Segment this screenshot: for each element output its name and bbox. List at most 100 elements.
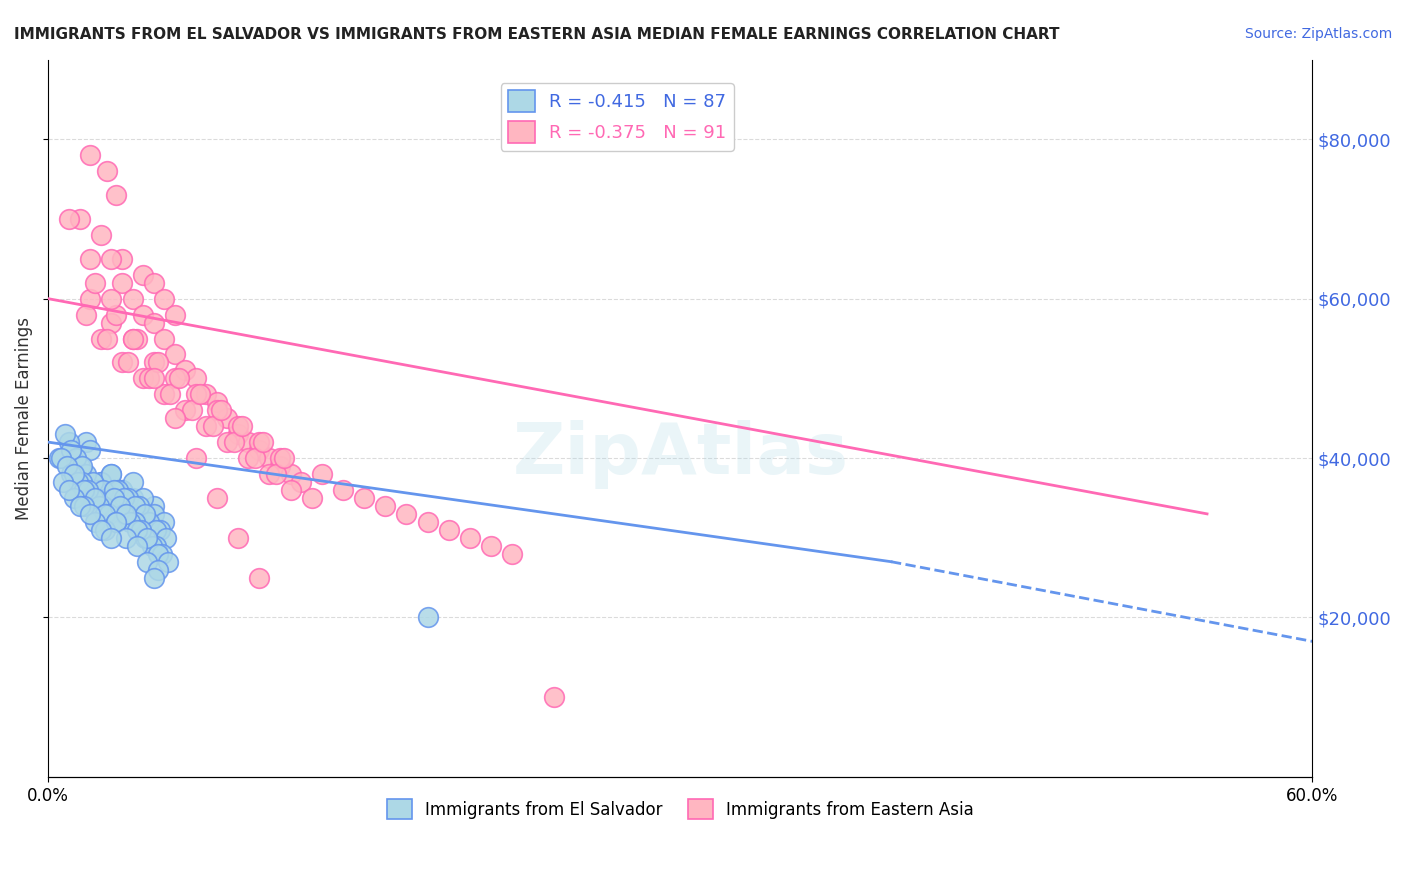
Point <box>58 483 80 497</box>
Point <box>205 403 228 417</box>
Point <box>66 475 89 489</box>
Point <box>180 403 202 417</box>
Point <box>184 387 207 401</box>
Point <box>142 355 165 369</box>
Point <box>259 451 281 466</box>
Point <box>69 212 91 227</box>
Point <box>79 491 101 505</box>
Point <box>115 507 138 521</box>
Point <box>104 188 127 202</box>
Point <box>479 539 502 553</box>
Point <box>125 539 148 553</box>
Point <box>205 395 228 409</box>
Point <box>332 483 354 497</box>
Point <box>132 507 155 521</box>
Point <box>111 252 134 266</box>
Point <box>132 371 155 385</box>
Point <box>62 467 84 481</box>
Point <box>91 483 114 497</box>
Point <box>103 483 125 497</box>
Point <box>128 499 150 513</box>
Point <box>226 531 249 545</box>
Point <box>201 419 224 434</box>
Point <box>136 531 159 545</box>
Point <box>98 507 121 521</box>
Point <box>121 332 143 346</box>
Point <box>163 371 186 385</box>
Point <box>136 555 159 569</box>
Point <box>458 531 481 545</box>
Point <box>62 491 84 505</box>
Point <box>222 435 245 450</box>
Y-axis label: Median Female Earnings: Median Female Earnings <box>15 317 32 520</box>
Point <box>167 371 190 385</box>
Point <box>184 371 207 385</box>
Point <box>138 371 160 385</box>
Point <box>56 458 79 473</box>
Point <box>195 419 218 434</box>
Point <box>69 458 91 473</box>
Point <box>142 371 165 385</box>
Point <box>87 499 110 513</box>
Point <box>115 531 138 545</box>
Point <box>79 148 101 162</box>
Point <box>70 475 93 489</box>
Point <box>209 403 232 417</box>
Point <box>79 252 101 266</box>
Point <box>79 507 101 521</box>
Point <box>132 308 155 322</box>
Point <box>125 332 148 346</box>
Text: ZipAtlas: ZipAtlas <box>512 419 848 489</box>
Point <box>121 292 143 306</box>
Point <box>62 467 84 481</box>
Point <box>543 690 565 705</box>
Point <box>96 164 118 178</box>
Point <box>205 491 228 505</box>
Point <box>146 355 169 369</box>
Point <box>132 268 155 282</box>
Point <box>82 475 104 489</box>
Point <box>90 332 112 346</box>
Point <box>501 547 523 561</box>
Point <box>134 531 156 545</box>
Point <box>104 515 127 529</box>
Point <box>374 499 396 513</box>
Legend: Immigrants from El Salvador, Immigrants from Eastern Asia: Immigrants from El Salvador, Immigrants … <box>380 792 980 826</box>
Point <box>142 499 165 513</box>
Point <box>259 467 281 481</box>
Point <box>163 308 186 322</box>
Point <box>100 292 122 306</box>
Point <box>124 515 146 529</box>
Point <box>104 515 127 529</box>
Point <box>100 252 122 266</box>
Point <box>111 276 134 290</box>
Point <box>112 491 135 505</box>
Point <box>117 491 139 505</box>
Point <box>252 435 274 450</box>
Point <box>100 531 122 545</box>
Point <box>217 411 239 425</box>
Point <box>100 316 122 330</box>
Point <box>96 332 118 346</box>
Point <box>395 507 418 521</box>
Point <box>142 507 165 521</box>
Point <box>174 363 197 377</box>
Point <box>58 212 80 227</box>
Point <box>163 347 186 361</box>
Text: IMMIGRANTS FROM EL SALVADOR VS IMMIGRANTS FROM EASTERN ASIA MEDIAN FEMALE EARNIN: IMMIGRANTS FROM EL SALVADOR VS IMMIGRANT… <box>14 27 1060 42</box>
Point <box>100 467 122 481</box>
Point <box>353 491 375 505</box>
Point <box>142 316 165 330</box>
Point <box>107 483 129 497</box>
Point <box>90 227 112 242</box>
Point <box>121 475 143 489</box>
Point <box>153 387 176 401</box>
Point <box>184 451 207 466</box>
Point <box>280 467 302 481</box>
Point <box>58 435 80 450</box>
Point <box>142 276 165 290</box>
Text: Source: ZipAtlas.com: Source: ZipAtlas.com <box>1244 27 1392 41</box>
Point <box>217 435 239 450</box>
Point <box>146 547 169 561</box>
Point <box>108 499 131 513</box>
